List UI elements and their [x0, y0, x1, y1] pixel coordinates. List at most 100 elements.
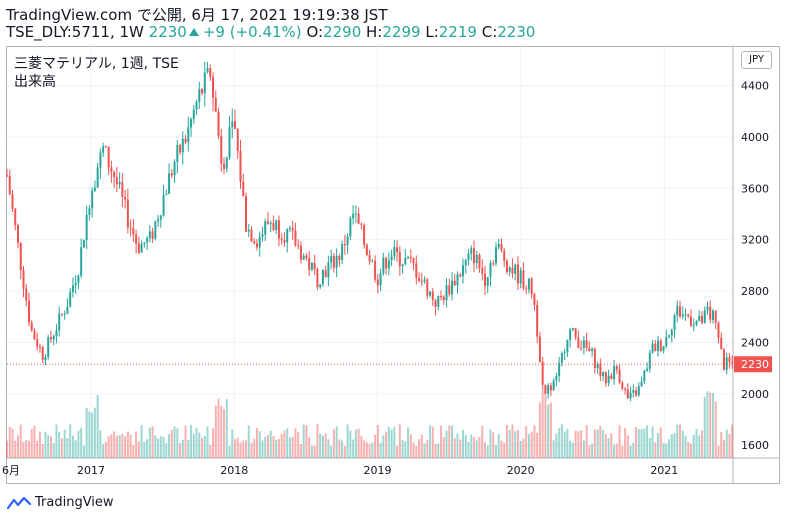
y-tick-label: 2800 — [741, 285, 769, 298]
chart-panel[interactable] — [6, 46, 780, 484]
volume-bar — [483, 442, 486, 458]
candle-body — [41, 347, 44, 360]
candle-body — [335, 255, 338, 268]
volume-bar — [670, 434, 673, 458]
x-tick-label: 2020 — [507, 464, 535, 477]
volume-bar — [286, 428, 289, 458]
volume-bar — [209, 444, 212, 458]
candle-body — [231, 121, 234, 128]
open-value: 2290 — [323, 23, 362, 41]
volume-bar — [327, 439, 330, 458]
candle-body — [104, 146, 107, 148]
volume-bar — [217, 398, 220, 458]
candle-body — [387, 260, 390, 269]
candle-body — [250, 229, 253, 242]
volume-bar — [593, 429, 596, 458]
candle-body — [151, 231, 154, 239]
candle-body — [192, 109, 195, 120]
low-value: 2219 — [438, 23, 477, 41]
volume-bar — [640, 428, 643, 458]
volume-bar — [113, 431, 116, 458]
volume-bar — [223, 409, 226, 458]
close-value: 2230 — [497, 23, 536, 41]
volume-bar — [673, 433, 676, 458]
volume-bar — [698, 435, 701, 458]
volume-bar — [280, 433, 283, 458]
candle-body — [371, 260, 374, 262]
candle-body — [346, 236, 349, 246]
volume-bar — [596, 429, 599, 458]
volume-bar — [80, 427, 83, 458]
volume-bar — [38, 431, 41, 458]
volume-bar — [349, 430, 352, 458]
volume-bar — [687, 441, 690, 458]
open-label: O: — [306, 23, 324, 41]
candle-body — [640, 381, 643, 387]
candle-body — [341, 244, 344, 260]
volume-bar — [201, 437, 204, 458]
candle-body — [549, 385, 552, 391]
volume-bar — [503, 442, 506, 458]
candle-body — [593, 348, 596, 369]
close-label: C: — [481, 23, 498, 41]
volume-bar — [426, 440, 429, 458]
footer-branding[interactable]: TradingView — [7, 495, 114, 510]
candle-body — [299, 245, 302, 260]
volume-bar — [602, 429, 605, 458]
volume-bar — [577, 431, 580, 458]
candle-body — [170, 173, 173, 176]
volume-bar — [412, 442, 415, 458]
volume-bar — [374, 434, 377, 458]
volume-bar — [610, 433, 613, 458]
x-tick-label: 6月 — [2, 464, 20, 477]
candle-body — [310, 262, 313, 270]
currency-badge[interactable]: JPY — [741, 51, 772, 69]
candle-body — [591, 348, 594, 352]
volume-bar — [725, 429, 728, 458]
candle-body — [651, 343, 654, 353]
candle-body — [121, 182, 124, 197]
candle-body — [563, 352, 566, 354]
candle-body — [332, 256, 335, 268]
y-tick-label: 3600 — [741, 182, 769, 195]
candle-body — [393, 247, 396, 257]
volume-bar — [93, 407, 96, 458]
candle-body — [308, 258, 311, 270]
candle-body — [577, 337, 580, 348]
volume-bar — [82, 445, 85, 458]
candle-body — [66, 306, 69, 314]
volume-bar — [371, 442, 374, 458]
volume-bar — [382, 435, 385, 458]
volume-bar — [305, 425, 308, 458]
candle-body — [291, 227, 294, 231]
volume-bar — [566, 429, 569, 458]
volume-bar — [74, 440, 77, 458]
volume-bar — [401, 439, 404, 458]
volume-bar — [148, 427, 151, 458]
candle-body — [69, 292, 72, 307]
candle-body — [516, 264, 519, 284]
candle-body — [462, 265, 465, 277]
volume-bar — [255, 428, 258, 458]
volume-bar — [360, 436, 363, 458]
volume-bar — [192, 433, 195, 458]
candle-body — [503, 250, 506, 261]
volume-bar — [571, 442, 574, 458]
volume-bar — [88, 411, 91, 458]
candle-body — [118, 182, 121, 185]
volume-bar — [662, 442, 665, 458]
candle-body — [379, 273, 382, 286]
candle-body — [385, 257, 388, 269]
candle-body — [475, 254, 478, 263]
candle-body — [275, 220, 278, 230]
candle-body — [55, 330, 58, 337]
candle-body — [107, 146, 110, 168]
volume-bar — [651, 426, 654, 458]
y-tick-label: 3200 — [741, 234, 769, 247]
candle-body — [354, 213, 357, 215]
candle-body — [673, 315, 676, 330]
volume-bar — [635, 426, 638, 458]
volume-bar — [558, 428, 561, 458]
volume-bar — [96, 395, 99, 458]
